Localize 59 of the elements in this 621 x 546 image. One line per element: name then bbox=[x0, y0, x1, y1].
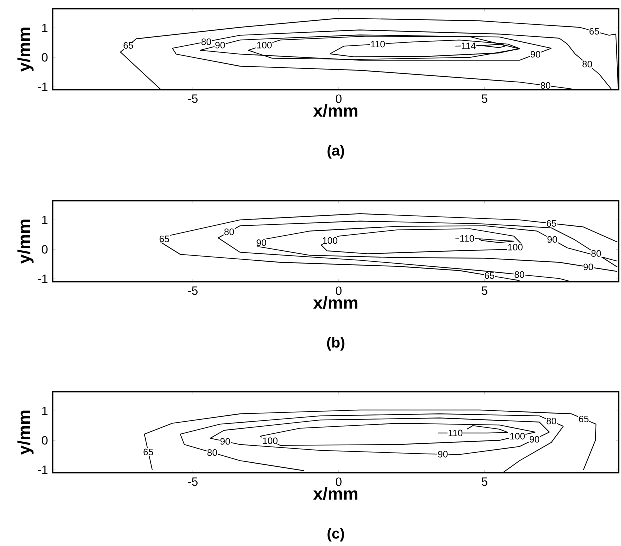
x-tick-label: 0 bbox=[336, 478, 342, 486]
y-tick-label: 0 bbox=[42, 245, 48, 254]
annotation: 90 bbox=[256, 240, 266, 246]
annotation: 110 bbox=[460, 235, 474, 242]
annotation: 90 bbox=[220, 438, 230, 445]
y-tick-label: 0 bbox=[42, 436, 48, 445]
y-tick-label: -1 bbox=[38, 82, 48, 92]
annotation: 100 bbox=[510, 433, 526, 440]
annotation: 80 bbox=[208, 449, 218, 456]
annotation: 65 bbox=[579, 416, 589, 422]
y-tick-label: 1 bbox=[42, 216, 48, 224]
text: (a) bbox=[328, 145, 344, 159]
annotation: 80 bbox=[224, 228, 234, 236]
y-tick-label: -1 bbox=[38, 274, 48, 284]
annotation: 65 bbox=[124, 42, 134, 49]
annotation: 90 bbox=[548, 236, 558, 243]
y-tick-label: 1 bbox=[42, 406, 48, 416]
x-tick-label: 0 bbox=[336, 94, 342, 104]
x-tick-label: 5 bbox=[482, 286, 488, 295]
annotation: 100 bbox=[323, 237, 338, 244]
x-axis-title: x/mm bbox=[313, 104, 358, 118]
annotation: 90 bbox=[216, 42, 226, 49]
annotation: 100 bbox=[263, 438, 278, 444]
y-tick-label: 1 bbox=[42, 24, 48, 32]
text: (b) bbox=[327, 337, 345, 351]
annotation: 65 bbox=[160, 236, 170, 242]
x-axis-title: x/mm bbox=[313, 487, 358, 500]
annotation: 65 bbox=[547, 220, 557, 227]
x-tick-label: 5 bbox=[482, 94, 488, 103]
y-tick-label: -1 bbox=[38, 466, 48, 474]
x-axis-title: x/mm bbox=[313, 296, 358, 310]
y-axis-title: y/mm bbox=[18, 28, 34, 72]
annotation: 90 bbox=[530, 436, 540, 443]
annotation: 90 bbox=[584, 264, 594, 270]
annotation: 90 bbox=[530, 51, 541, 58]
annotation: 110 bbox=[371, 40, 386, 48]
x-tick-label: -5 bbox=[188, 286, 198, 295]
annotation: 90 bbox=[438, 451, 448, 458]
annotation: 80 bbox=[592, 250, 602, 257]
y-axis-title: y/mm bbox=[18, 410, 34, 455]
annotation: 65 bbox=[590, 28, 600, 35]
x-tick-label: 0 bbox=[336, 286, 342, 296]
annotation: 80 bbox=[546, 418, 556, 424]
annotation: 65 bbox=[144, 448, 154, 456]
annotation: 80 bbox=[582, 60, 592, 68]
text: (c) bbox=[328, 528, 344, 542]
annotation: 80 bbox=[514, 271, 524, 278]
annotation: 65 bbox=[485, 272, 495, 279]
annotation: 114 bbox=[462, 42, 476, 50]
annotation: 110 bbox=[448, 430, 463, 436]
x-tick-label: 5 bbox=[482, 478, 488, 486]
y-tick-label: 0 bbox=[42, 53, 48, 62]
annotation: 100 bbox=[257, 42, 272, 49]
y-axis-title: y/mm bbox=[18, 220, 34, 264]
annotation: 80 bbox=[202, 38, 212, 46]
annotation: 80 bbox=[540, 82, 551, 89]
x-tick-label: -5 bbox=[188, 478, 198, 486]
annotation: 100 bbox=[508, 244, 523, 251]
x-tick-label: -5 bbox=[188, 94, 198, 103]
